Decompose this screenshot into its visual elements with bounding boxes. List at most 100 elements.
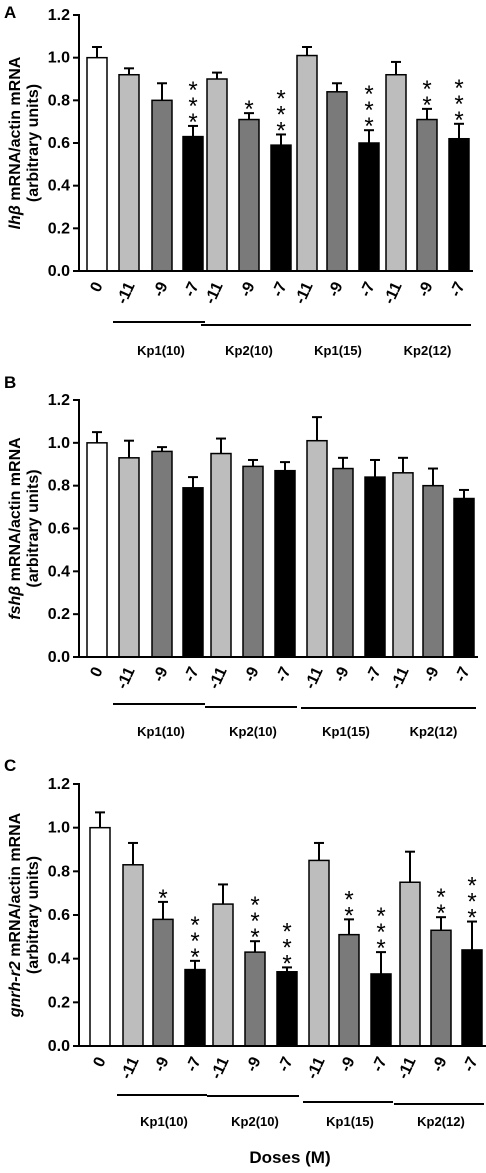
bar [453, 497, 475, 658]
panel-B: B 0.0 0.2 0.4 0.6 0.8 1.0 1.2 fshβ mRNA/actin mR… [4, 373, 478, 739]
bar [364, 476, 386, 658]
significance-star: * [454, 107, 463, 134]
significance-star: * [422, 76, 431, 103]
bar [184, 968, 206, 1047]
group-label: Kp1(10) [137, 343, 185, 358]
x-tick-label: -7 [460, 1054, 481, 1074]
significance-star: * [467, 873, 476, 900]
significance-star: * [467, 905, 476, 932]
significance-star: * [190, 944, 199, 971]
x-tick-label: -7 [452, 664, 473, 684]
y-tick-label: 0.8 [48, 92, 70, 109]
y-tick-label: 0.0 [48, 649, 70, 666]
significance-star: * [158, 885, 167, 912]
x-tick-label: -9 [150, 279, 171, 299]
bar [182, 487, 204, 658]
x-tick-label: -11 [208, 1054, 233, 1081]
significance-star: * [376, 935, 385, 962]
x-tick-label: -11 [292, 279, 317, 306]
bar [206, 78, 228, 272]
bar [430, 929, 452, 1047]
y-tick-label: 0.2 [48, 994, 70, 1011]
y-axis-label-line2: (arbitrary units) [25, 856, 42, 974]
significance-star: * [436, 900, 445, 927]
x-tick-label: -11 [206, 664, 231, 691]
bar [338, 933, 360, 1047]
x-tick-label: -9 [237, 279, 258, 299]
x-tick-label: -9 [243, 1054, 264, 1074]
y-tick-label: 0.4 [48, 178, 70, 195]
group-label: Kp1(15) [314, 343, 362, 358]
significance-star: * [276, 85, 285, 112]
significance-star: * [376, 903, 385, 930]
significance-star: * [422, 92, 431, 119]
y-tick-label: 0.0 [48, 1038, 70, 1055]
bar [306, 439, 328, 658]
x-tick-label: -9 [241, 664, 262, 684]
x-tick-label: -7 [269, 279, 290, 299]
x-tick-label: -7 [363, 664, 384, 684]
significance-star: * [344, 902, 353, 929]
bar [151, 450, 173, 658]
bar [244, 951, 266, 1047]
bar [151, 99, 173, 272]
bar [385, 73, 407, 272]
y-tick-label: 1.2 [48, 776, 70, 793]
bar [238, 118, 260, 272]
x-tick-label: -11 [304, 1054, 329, 1081]
significance-star: * [344, 886, 353, 913]
bar [326, 91, 348, 272]
x-tick-label: -9 [415, 279, 436, 299]
x-tick-label: -9 [421, 664, 442, 684]
x-tick-label: -9 [325, 279, 346, 299]
panel-letter: C [4, 756, 16, 775]
significance-star: * [190, 928, 199, 955]
y-axis-label: lhβ mRNA/actin mRNA [7, 56, 24, 229]
bar [152, 918, 174, 1047]
significance-star: * [454, 75, 463, 102]
y-axis-label-rest: mRNA/actin mRNA [7, 812, 24, 961]
x-tick-label: -7 [181, 664, 202, 684]
x-tick-label: -11 [388, 664, 413, 691]
x-tick-label: -7 [357, 279, 378, 299]
bar [86, 56, 108, 272]
x-tick-label: -9 [151, 1054, 172, 1074]
y-tick-label: 0.8 [48, 863, 70, 880]
significance-star: * [454, 91, 463, 118]
group-label: Kp2(10) [229, 724, 277, 739]
significance-star: * [282, 918, 291, 945]
bar [370, 973, 392, 1047]
y-tick-label: 0.8 [48, 478, 70, 495]
bar [296, 54, 318, 272]
significance-star: * [188, 109, 197, 136]
bar [416, 118, 438, 272]
x-tick-label: -7 [183, 1054, 204, 1074]
group-label: Kp1(10) [137, 724, 185, 739]
group-label: Kp2(12) [417, 1114, 465, 1129]
bar [242, 465, 264, 658]
y-axis-label-rest: mRNA/actin mRNA [7, 56, 24, 205]
significance-star: * [364, 113, 373, 140]
y-tick-label: 1.2 [48, 392, 70, 409]
y-tick-label: 0.0 [48, 263, 70, 280]
y-tick-label: 0.2 [48, 606, 70, 623]
x-tick-label: -11 [302, 664, 327, 691]
significance-star: * [282, 934, 291, 961]
x-axis-title: Doses (M) [249, 1148, 330, 1167]
x-tick-label: -11 [114, 664, 139, 691]
x-tick-label: -11 [202, 279, 227, 306]
y-tick-label: 1.2 [48, 7, 70, 24]
x-tick-label: -11 [381, 279, 406, 306]
y-tick-label: 1.0 [48, 435, 70, 452]
bar [399, 881, 421, 1047]
panel-A: A 0.0 0.2 0.4 0.6 0.8 1.0 1.2 lhβ mRNA/actin mRN… [4, 3, 473, 358]
x-tick-label: -7 [273, 664, 294, 684]
significance-star: * [467, 889, 476, 916]
x-tick-label: -7 [181, 279, 202, 299]
bar [270, 144, 292, 272]
x-tick-label: 0 [87, 279, 106, 294]
significance-star: * [188, 77, 197, 104]
panel-C: C 0.0 0.2 0.4 0.6 0.8 1.0 1.2 gnrh-r2 mRNA/actin… [4, 756, 486, 1129]
bar [89, 826, 111, 1047]
group-label: Kp1(10) [140, 1114, 188, 1129]
